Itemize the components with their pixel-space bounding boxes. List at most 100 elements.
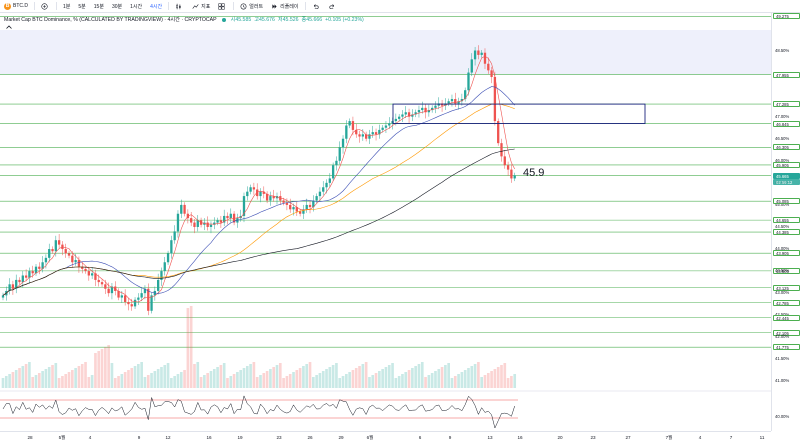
candle-body xyxy=(77,260,81,267)
interval-1m[interactable]: 1분 xyxy=(63,3,71,10)
candle-body xyxy=(341,138,345,148)
candle-body xyxy=(394,118,398,122)
volume-bar xyxy=(417,364,421,388)
candle-body xyxy=(404,112,407,115)
volume-bar xyxy=(358,366,361,388)
time-tick-label: 9 xyxy=(137,435,141,440)
volume-bar xyxy=(140,362,143,388)
chart-type-button[interactable] xyxy=(171,0,188,13)
volume-bar xyxy=(100,349,104,388)
candle-body xyxy=(503,156,506,166)
candle-body xyxy=(209,224,213,227)
volume-bar xyxy=(196,362,200,388)
redo-button[interactable] xyxy=(325,0,342,13)
volume-bar xyxy=(378,371,381,388)
time-tick-label: 26 xyxy=(307,435,313,440)
volume-bar xyxy=(391,363,394,388)
volume-bar xyxy=(371,375,375,388)
candle-body xyxy=(331,165,335,179)
candle-body xyxy=(130,304,133,307)
price-axis[interactable]: 49.275 48.50% 47.955 47.285 47.00% 46.845 46.5… xyxy=(771,13,800,431)
volume-bar xyxy=(265,371,269,388)
interval-1h[interactable]: 1시간 xyxy=(130,3,143,10)
candle-body xyxy=(262,191,265,194)
candle-body xyxy=(265,193,269,201)
volume-bar xyxy=(219,365,223,388)
candle-body xyxy=(216,220,219,223)
volume-bar xyxy=(440,367,444,388)
volume-bar xyxy=(14,370,18,388)
volume-bar xyxy=(331,365,335,388)
candle-body xyxy=(302,209,305,214)
current-price-badge: 45.665 xyxy=(773,172,800,179)
volume-bar xyxy=(166,363,170,388)
candle-body xyxy=(364,134,368,139)
volume-bar xyxy=(368,377,371,388)
volume-bar xyxy=(420,362,424,388)
legend-collapse-button[interactable] xyxy=(6,25,12,31)
price-tick-label: 40.00% xyxy=(775,414,790,419)
volume-bar xyxy=(364,362,368,388)
symbol-search-button[interactable]: B BTC.D xyxy=(0,0,32,13)
volume-bar xyxy=(216,367,219,388)
price-annotation-text[interactable]: 45.9 xyxy=(523,167,545,179)
level-badge: 47.285 xyxy=(773,101,800,108)
candle-body xyxy=(18,279,21,283)
level-badge: 43.905 xyxy=(773,250,800,257)
volume-bar xyxy=(483,375,487,388)
volume-bar xyxy=(430,373,434,388)
interval-5m[interactable]: 5분 xyxy=(78,3,86,10)
volume-bar xyxy=(47,367,51,388)
volume-bar xyxy=(245,366,249,388)
interval-30m[interactable]: 30분 xyxy=(111,3,123,10)
volume-bar xyxy=(120,374,124,388)
candle-body xyxy=(315,196,318,201)
candle-body xyxy=(285,202,289,205)
candle-body xyxy=(487,63,490,71)
add-symbol-button[interactable] xyxy=(37,0,54,13)
candle-body xyxy=(183,204,186,214)
candle-body xyxy=(34,266,38,274)
ma-long-line xyxy=(2,148,515,296)
volume-bar xyxy=(249,364,252,388)
candle-body xyxy=(312,200,315,208)
volume-bar xyxy=(513,374,517,388)
volume-bar xyxy=(117,376,120,388)
candle-body xyxy=(305,204,308,210)
legend-open: 시45.585 xyxy=(230,17,252,23)
volume-bar xyxy=(305,364,309,388)
volume-bar xyxy=(341,376,345,388)
time-tick-label: 7월 xyxy=(665,435,673,440)
volume-bar xyxy=(37,373,41,388)
candle-body xyxy=(21,275,24,283)
candle-body xyxy=(483,52,487,64)
alert-button[interactable]: 얼러트 xyxy=(236,0,267,13)
ma-mid-line xyxy=(2,86,515,296)
volume-bar xyxy=(209,371,213,388)
candle-body xyxy=(282,200,285,203)
candle-body xyxy=(259,191,262,197)
level-badge: 49.275 xyxy=(773,13,800,20)
templates-button[interactable] xyxy=(214,0,231,13)
candle-body xyxy=(328,178,331,183)
interval-4h[interactable]: 4시간 xyxy=(150,3,163,10)
candle-body xyxy=(242,196,246,216)
indicators-button[interactable]: 지표 xyxy=(188,0,214,13)
interval-15m[interactable]: 15분 xyxy=(93,3,104,10)
volume-bar xyxy=(44,369,48,388)
undo-button[interactable] xyxy=(308,0,325,13)
candle-body xyxy=(289,204,292,210)
time-axis[interactable]: 28 5월 4 9 12 16 19 23 26 29 6월 6 9 13 16 20 23 27 7월 4 7 11 xyxy=(0,431,771,444)
volume-bar xyxy=(269,369,272,388)
volume-bar xyxy=(51,365,54,388)
volume-bar xyxy=(351,370,355,388)
candle-body xyxy=(272,196,275,199)
candle-body xyxy=(322,187,325,192)
replay-button[interactable]: 리플레이 xyxy=(267,0,302,13)
candle-body xyxy=(31,271,34,274)
price-tick-label: 47.00% xyxy=(775,113,790,119)
volume-bar xyxy=(110,363,114,388)
volume-bar xyxy=(315,375,318,388)
volume-bar xyxy=(450,378,454,388)
